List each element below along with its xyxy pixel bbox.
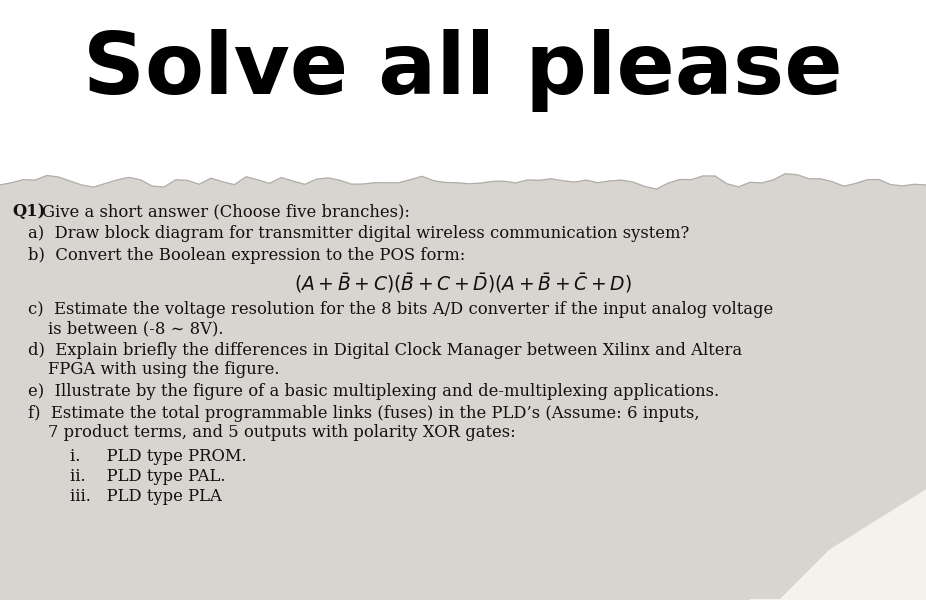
Text: Q1): Q1)	[12, 203, 45, 220]
Text: i.     PLD type PROM.: i. PLD type PROM.	[70, 448, 246, 465]
Text: Give a short answer (Choose five branches):: Give a short answer (Choose five branche…	[42, 203, 410, 220]
Text: f)  Estimate the total programmable links (fuses) in the PLD’s (Assume: 6 inputs: f) Estimate the total programmable links…	[28, 405, 699, 422]
Text: Solve all please: Solve all please	[83, 28, 843, 112]
Text: d)  Explain briefly the differences in Digital Clock Manager between Xilinx and : d) Explain briefly the differences in Di…	[28, 342, 742, 359]
Polygon shape	[750, 490, 926, 600]
Text: iii.   PLD type PLA: iii. PLD type PLA	[70, 488, 222, 505]
Text: is between (-8 ∼ 8V).: is between (-8 ∼ 8V).	[48, 320, 223, 337]
Text: 7 product terms, and 5 outputs with polarity XOR gates:: 7 product terms, and 5 outputs with pola…	[48, 424, 516, 441]
Text: FPGA with using the figure.: FPGA with using the figure.	[48, 361, 280, 378]
Text: c)  Estimate the voltage resolution for the 8 bits A/D converter if the input an: c) Estimate the voltage resolution for t…	[28, 301, 773, 318]
Text: b)  Convert the Boolean expression to the POS form:: b) Convert the Boolean expression to the…	[28, 247, 466, 264]
Text: ii.    PLD type PAL.: ii. PLD type PAL.	[70, 468, 226, 485]
Text: $(A + \bar{B} + C)(\bar{B} + C + \bar{D})(A + \bar{B} + \bar{C} + D)$: $(A + \bar{B} + C)(\bar{B} + C + \bar{D}…	[294, 271, 632, 295]
Text: a)  Draw block diagram for transmitter digital wireless communication system?: a) Draw block diagram for transmitter di…	[28, 225, 689, 242]
Text: e)  Illustrate by the figure of a basic multiplexing and de-multiplexing applica: e) Illustrate by the figure of a basic m…	[28, 383, 720, 400]
Polygon shape	[0, 174, 926, 600]
